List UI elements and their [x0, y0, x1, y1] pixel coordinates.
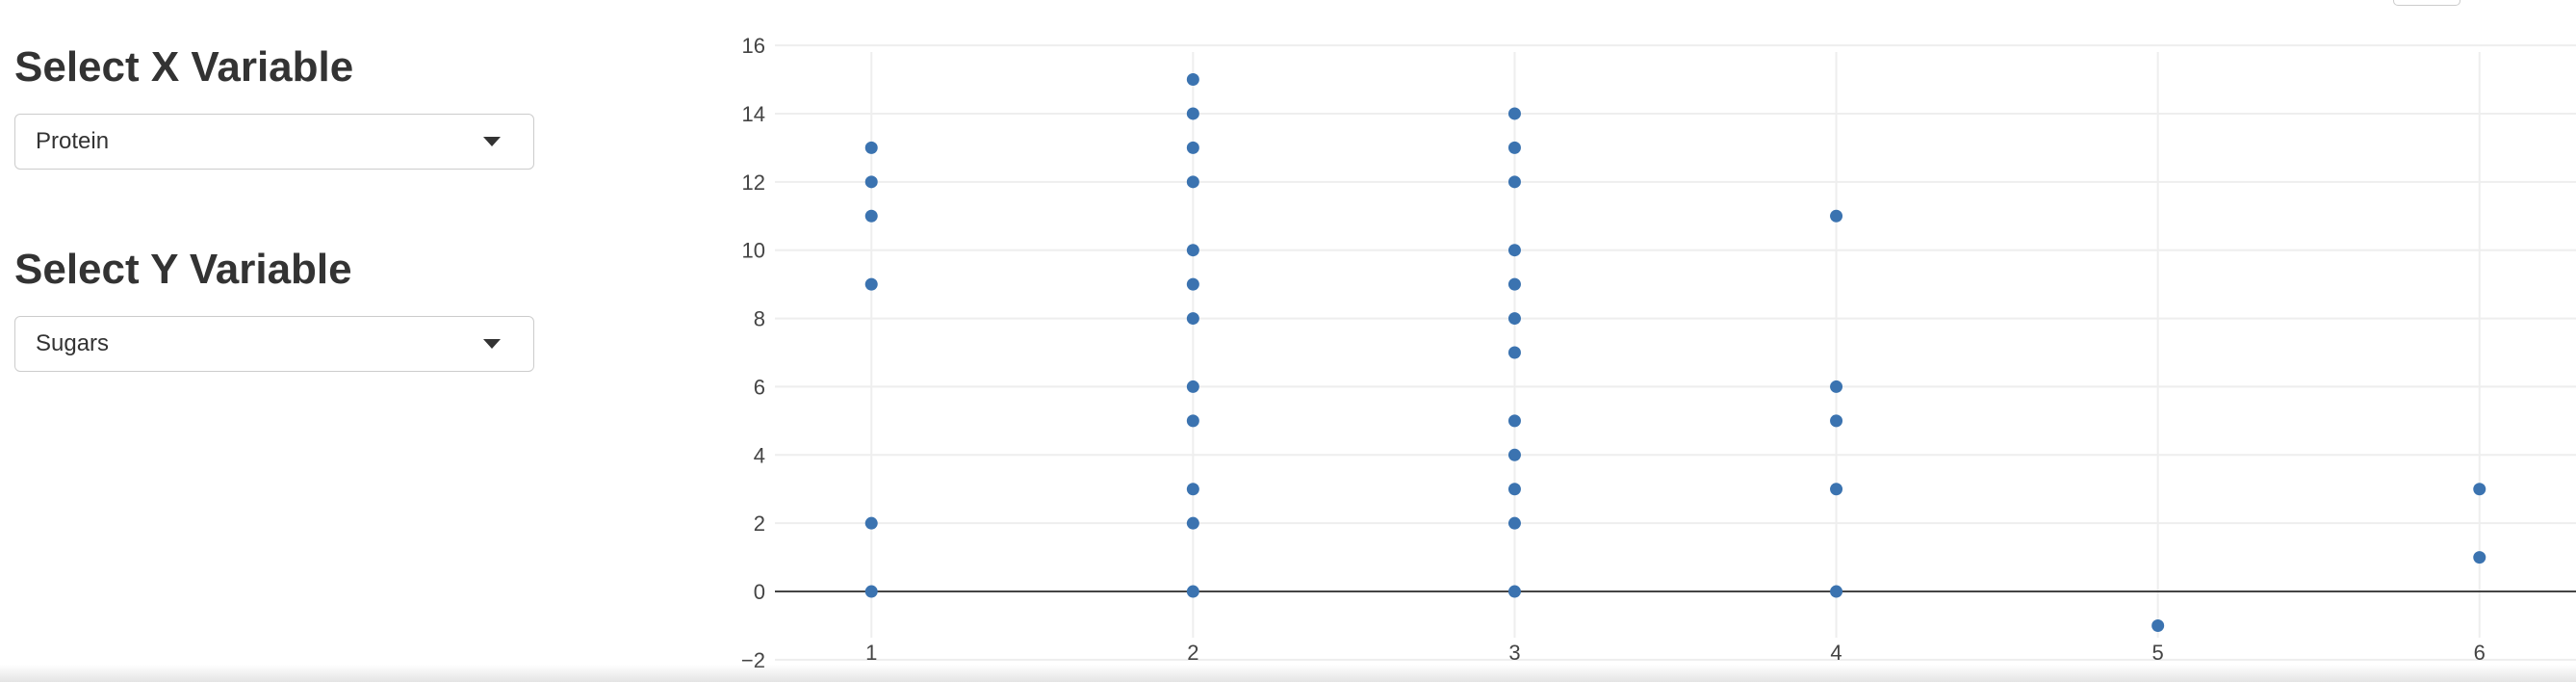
scatter-point[interactable] — [1507, 346, 1521, 359]
y-tick-label: 8 — [754, 307, 765, 331]
x-tick-label: 5 — [2152, 641, 2164, 665]
x-tick-label: 3 — [1508, 641, 1520, 665]
sidebar-panel: Select X Variable Protein Select Y Varia… — [0, 0, 578, 682]
scatter-point[interactable] — [1507, 107, 1521, 120]
scatter-point[interactable] — [1186, 244, 1199, 257]
scatter-point[interactable] — [864, 277, 878, 291]
x-tick-label: 6 — [2474, 641, 2486, 665]
scatter-point[interactable] — [1186, 483, 1199, 496]
y-variable-heading: Select Y Variable — [14, 246, 352, 293]
scatter-point[interactable] — [1507, 483, 1521, 496]
y-variable-selected-value: Sugars — [36, 330, 110, 356]
x-variable-heading: Select X Variable — [14, 43, 354, 91]
scatter-point[interactable] — [1186, 73, 1199, 87]
y-tick-label: 16 — [742, 34, 765, 58]
x-tick-label: 2 — [1187, 641, 1198, 665]
x-tick-label: 4 — [1830, 641, 1842, 665]
scatter-point[interactable] — [1507, 244, 1521, 257]
scatter-point[interactable] — [1186, 175, 1199, 189]
y-tick-label: 10 — [742, 239, 765, 263]
scatter-point[interactable] — [864, 175, 878, 189]
scatter-point[interactable] — [1186, 277, 1199, 291]
scatter-point[interactable] — [2473, 551, 2486, 564]
scatter-point[interactable] — [864, 516, 878, 530]
scatter-point[interactable] — [1507, 312, 1521, 326]
y-tick-label: 14 — [742, 102, 765, 126]
scatter-point[interactable] — [1186, 312, 1199, 326]
y-tick-label: 0 — [754, 580, 765, 604]
scatter-point[interactable] — [864, 585, 878, 598]
scatter-point[interactable] — [1830, 209, 1843, 223]
scatter-point[interactable] — [1830, 380, 1843, 393]
x-variable-select[interactable]: Protein — [14, 114, 534, 170]
scatter-point[interactable] — [1186, 380, 1199, 393]
scatter-point[interactable] — [1507, 175, 1521, 189]
caret-down-icon — [483, 137, 501, 146]
scatter-point[interactable] — [864, 209, 878, 223]
scatter-point[interactable] — [1507, 448, 1521, 461]
scatter-point[interactable] — [1186, 516, 1199, 530]
caret-down-icon — [483, 339, 501, 349]
y-tick-label: −2 — [741, 648, 765, 672]
scatter-point[interactable] — [1507, 414, 1521, 428]
scatter-point[interactable] — [1830, 483, 1843, 496]
y-tick-label: 4 — [754, 443, 765, 467]
y-tick-label: 2 — [754, 512, 765, 536]
scatter-point[interactable] — [2473, 483, 2486, 496]
scatter-point[interactable] — [1186, 585, 1199, 598]
y-tick-label: 12 — [742, 170, 765, 195]
scatter-point[interactable] — [1186, 414, 1199, 428]
x-variable-selected-value: Protein — [36, 128, 110, 154]
scatter-point[interactable] — [1830, 585, 1843, 598]
scatter-point[interactable] — [1186, 107, 1199, 120]
scatter-point[interactable] — [1507, 516, 1521, 530]
y-variable-select[interactable]: Sugars — [14, 316, 534, 372]
scatter-point[interactable] — [1830, 414, 1843, 428]
plot-modebar[interactable] — [2393, 0, 2460, 6]
x-tick-label: 1 — [865, 641, 877, 665]
y-tick-label: 6 — [754, 375, 765, 399]
scatter-point[interactable] — [1507, 277, 1521, 291]
scatter-point[interactable] — [1507, 141, 1521, 154]
chart-gridlines — [775, 44, 2576, 661]
chart-points — [864, 73, 2486, 632]
scatter-point[interactable] — [2151, 618, 2165, 632]
scatter-point[interactable] — [864, 141, 878, 154]
scatter-point[interactable] — [1507, 585, 1521, 598]
scatter-point[interactable] — [1186, 141, 1199, 154]
